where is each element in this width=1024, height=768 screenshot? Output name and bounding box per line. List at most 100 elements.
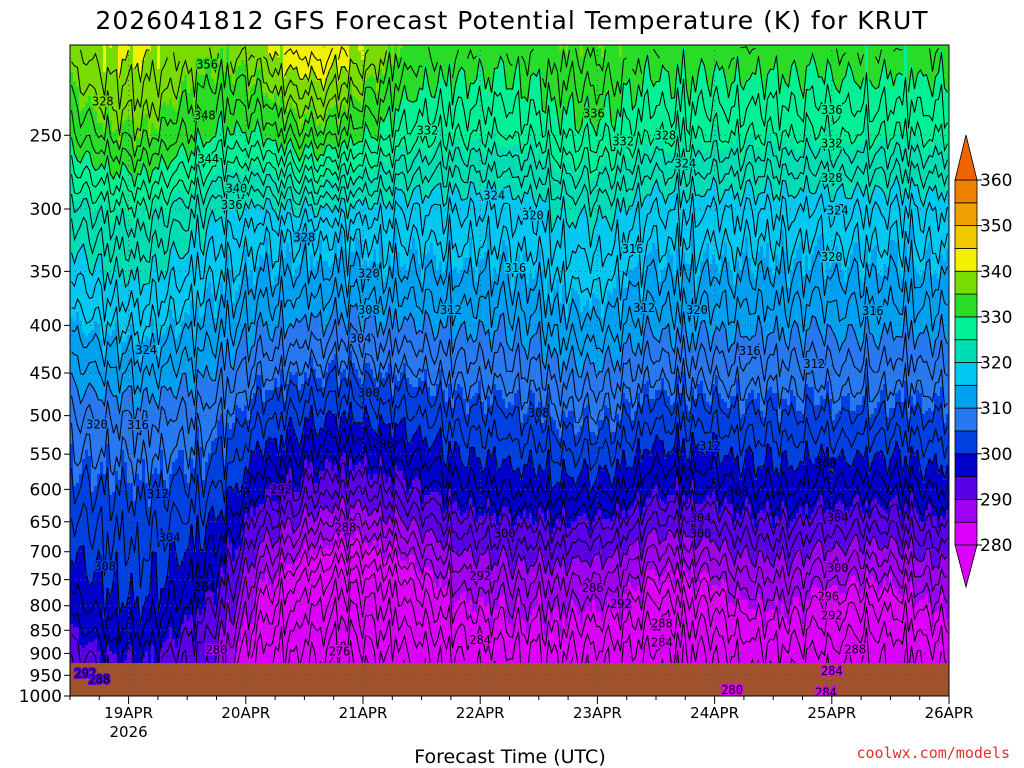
color-band-cell [430,45,434,97]
color-band-cell [250,399,254,451]
color-band-cell [622,288,626,346]
colorbar-band [954,476,978,500]
color-band-cell [472,84,476,142]
color-band-cell [703,393,707,457]
color-band-cell [634,411,638,457]
color-band-cell [145,171,149,223]
color-band-cell [508,90,512,145]
color-band-cell [526,285,530,361]
color-band-cell [178,387,182,451]
color-band-cell [313,45,317,73]
color-band-cell [580,210,584,313]
color-band-cell [871,45,875,88]
color-band-cell [361,468,365,511]
color-band-cell [904,540,908,577]
contour-label: 312 [633,301,655,315]
color-band-cell [373,138,377,172]
color-band-cell [430,243,434,328]
color-band-cell [574,558,578,607]
color-band-cell [418,531,422,574]
color-band-cell [337,258,341,325]
color-band-cell [70,252,74,319]
color-band-cell [439,45,443,67]
contour-line [215,507,948,692]
color-band-cell [541,360,545,424]
color-band-cell [112,222,116,274]
color-band-cell [541,558,545,625]
color-band-cell [649,45,653,79]
color-band-cell [337,543,341,696]
color-band-cell [529,138,533,187]
color-band-cell [514,612,518,696]
color-band-cell [568,162,572,229]
x-year-label: 2026 [110,723,148,741]
color-band-cell [307,81,311,118]
color-band-cell [421,45,425,91]
color-band-cell [469,399,473,448]
color-band-cell [907,549,911,592]
color-band-cell [751,273,755,337]
color-band-cell [346,519,350,559]
color-band-cell [880,390,884,451]
color-band-cell [106,381,110,445]
color-band-cell [721,255,725,322]
color-band-cell [532,144,536,202]
color-band-cell [271,102,275,142]
color-band-cell [856,183,860,244]
color-band-cell [364,363,368,406]
color-band-cell [727,549,731,604]
color-band-cell [169,162,173,202]
color-band-cell [493,513,497,565]
color-band-cell [781,453,785,502]
color-band-cell [208,282,212,379]
color-band-cell [751,519,755,565]
color-band-cell [235,120,239,166]
color-band-cell [640,96,644,154]
color-band-cell [589,567,593,613]
color-band-cell [742,195,746,253]
color-band-cell [655,576,659,696]
color-band-cell [94,321,98,394]
color-band-cell [775,45,779,58]
color-band-cell [352,507,356,541]
color-band-cell [373,432,377,475]
color-band-cell [703,252,707,322]
color-band-cell [607,222,611,292]
color-band-cell [802,567,806,625]
color-band-cell [775,315,779,394]
color-band-cell [529,339,533,391]
color-band-cell [727,150,731,190]
color-band-cell [787,288,791,352]
color-band-cell [874,90,878,148]
color-band-cell [739,480,743,520]
color-band-cell [532,468,536,526]
color-band-cell [805,66,809,127]
color-band-cell [814,585,818,696]
color-band-cell [250,87,254,133]
color-band-cell [646,498,650,535]
color-band-cell [739,519,743,559]
color-band-cell [196,168,200,217]
color-band-cell [109,495,113,598]
color-band-cell [523,465,527,511]
color-band-cell [379,189,383,238]
color-band-cell [727,99,731,151]
color-band-cell [253,168,257,208]
color-band-cell [913,609,917,696]
color-band-cell [817,186,821,238]
y-tick-label: 950 [30,666,62,686]
color-band-cell [484,468,488,514]
color-band-cell [604,354,608,406]
color-band-cell [100,339,104,400]
color-band-cell [154,255,158,334]
color-band-cell [313,186,317,217]
color-band-cell [358,141,362,172]
color-band-cell [940,141,944,193]
color-band-cell [265,45,269,94]
color-band-cell [424,438,428,496]
color-band-cell [667,324,671,397]
color-band-cell [412,153,416,190]
color-band-cell [280,555,284,696]
color-band-cell [424,66,428,148]
color-band-cell [166,168,170,217]
